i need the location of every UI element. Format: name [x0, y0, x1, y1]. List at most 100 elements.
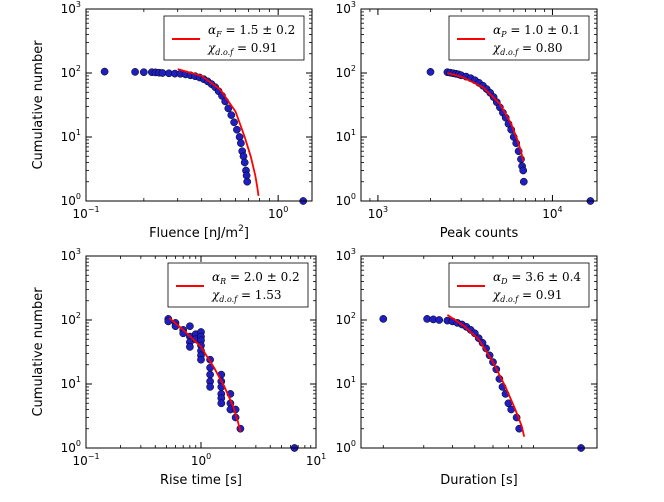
- tick-exponent: 2: [76, 311, 81, 320]
- alpha-symbol: α: [212, 270, 220, 284]
- y-tick-label: 100: [61, 192, 81, 208]
- legend-chi: χd.o.f = 0.91: [492, 288, 563, 304]
- tick-exponent: 3: [351, 247, 356, 256]
- tick-exponent: 0: [351, 439, 356, 448]
- tick-exponent: −1: [88, 205, 100, 214]
- data-point: [519, 177, 528, 186]
- data-point: [139, 68, 148, 77]
- data-point: [435, 316, 444, 324]
- axes-frame: [360, 8, 598, 202]
- y-tick-label: 100: [336, 439, 356, 455]
- data-point: [206, 370, 214, 379]
- data-point: [243, 177, 252, 186]
- data-point: [230, 118, 238, 127]
- tick-exponent: 0: [76, 192, 81, 201]
- tick-exponent: 1: [351, 375, 356, 384]
- tick-base: 10: [336, 313, 351, 327]
- y-tick-label: 103: [61, 0, 81, 16]
- tick-base: 10: [72, 207, 87, 221]
- legend-alpha: αP = 1.0 ± 0.1: [493, 23, 580, 39]
- tick-exponent: 0: [76, 439, 81, 448]
- y-tick-label: 103: [336, 247, 356, 263]
- y-tick-label: 102: [336, 311, 356, 327]
- x-label-end: ]: [244, 226, 249, 241]
- data-point: [519, 166, 528, 175]
- data-point: [235, 133, 244, 141]
- y-tick-label: 103: [336, 0, 356, 16]
- tick-base: 10: [61, 441, 76, 455]
- tick-base: 10: [61, 313, 76, 327]
- tick-exponent: 4: [558, 205, 563, 214]
- x-tick-label: 10−1: [72, 452, 99, 468]
- data-point: [239, 152, 248, 161]
- tick-exponent: −1: [88, 452, 100, 461]
- data-point: [227, 111, 236, 119]
- tick-exponent: 0: [283, 205, 288, 214]
- data-point: [240, 158, 249, 167]
- x-tick-label: 100: [268, 205, 288, 221]
- tick-base: 10: [336, 377, 351, 391]
- tick-exponent: 3: [76, 0, 81, 9]
- tick-exponent: 2: [76, 64, 81, 73]
- legend: αF = 1.5 ± 0.2 χd.o.f = 0.91: [163, 15, 305, 61]
- data-point: [237, 139, 245, 148]
- y-tick-label: 101: [61, 128, 81, 144]
- legend-alpha: αR = 2.0 ± 0.2: [212, 270, 300, 286]
- tick-exponent: 1: [76, 375, 81, 384]
- tick-base: 10: [542, 207, 557, 221]
- chi-symbol: χ: [207, 41, 216, 55]
- x-label-text: Rise time [s]: [160, 473, 242, 488]
- x-tick-label: 10−1: [72, 205, 99, 221]
- tick-base: 10: [336, 194, 351, 208]
- y-tick-label: 101: [336, 128, 356, 144]
- tick-base: 10: [61, 66, 76, 80]
- y-tick-label: 103: [61, 247, 81, 263]
- legend-chi: χd.o.f = 0.80: [492, 41, 563, 57]
- axes-frame: [85, 255, 317, 449]
- chi-subscript: d.o.f: [500, 48, 520, 57]
- data-point: [233, 125, 241, 134]
- y-axis-label: Cumulative number: [31, 287, 46, 417]
- tick-exponent: 1: [351, 128, 356, 137]
- x-axis-label: Fluence [nJ/m2]: [149, 224, 249, 241]
- x-tick-label: 100: [191, 452, 211, 468]
- tick-exponent: 1: [76, 128, 81, 137]
- alpha-subscript: F: [215, 30, 222, 39]
- chi-subscript: d.o.f: [500, 295, 520, 304]
- tick-exponent: 2: [351, 311, 356, 320]
- x-label-superscript: 2: [238, 224, 244, 234]
- alpha-value: = 1.0 ± 0.1: [507, 23, 581, 37]
- tick-base: 10: [191, 454, 206, 468]
- legend-alpha: αF = 1.5 ± 0.2: [208, 23, 295, 39]
- y-tick-label: 100: [336, 192, 356, 208]
- tick-exponent: 0: [351, 192, 356, 201]
- x-axis-label: Rise time [s]: [160, 473, 242, 488]
- tick-exponent: 2: [351, 64, 356, 73]
- data-point: [100, 67, 109, 76]
- y-tick-label: 102: [61, 311, 81, 327]
- x-label-text: Duration [s]: [440, 473, 518, 488]
- chi-value: = 1.53: [237, 288, 281, 302]
- data-point: [217, 399, 226, 408]
- fit-line: [177, 68, 260, 197]
- tick-exponent: 3: [76, 247, 81, 256]
- tick-base: 10: [306, 454, 321, 468]
- x-tick-label: 103: [368, 205, 388, 221]
- alpha-symbol: α: [208, 23, 216, 37]
- chi-subscript: d.o.f: [219, 295, 239, 304]
- legend-alpha: αD = 3.6 ± 0.4: [493, 270, 581, 286]
- tick-base: 10: [72, 454, 87, 468]
- y-tick-label: 101: [61, 375, 81, 391]
- data-point: [158, 69, 167, 77]
- chi-symbol: χ: [492, 288, 501, 302]
- chi-value: = 0.80: [518, 41, 562, 55]
- legend: αR = 2.0 ± 0.2 χd.o.f = 1.53: [167, 262, 309, 308]
- tick-base: 10: [336, 130, 351, 144]
- tick-base: 10: [336, 249, 351, 263]
- alpha-value: = 2.0 ± 0.2: [226, 270, 300, 284]
- y-tick-label: 102: [61, 64, 81, 80]
- data-point: [224, 104, 233, 113]
- x-label-text: Fluence [nJ/m: [149, 226, 238, 241]
